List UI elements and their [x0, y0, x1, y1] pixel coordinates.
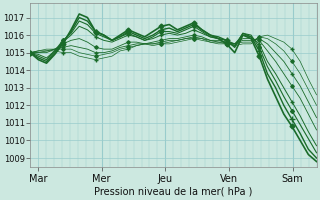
X-axis label: Pression niveau de la mer( hPa ): Pression niveau de la mer( hPa ): [94, 187, 252, 197]
